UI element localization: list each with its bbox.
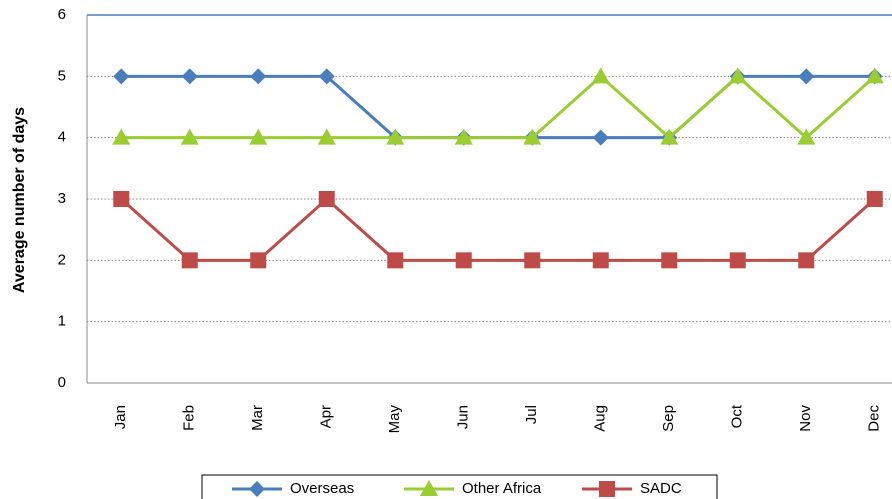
y-tick-label: 4: [58, 129, 66, 146]
marker: [729, 252, 746, 269]
marker: [798, 252, 815, 269]
marker: [524, 252, 541, 269]
x-tick-label: Sep: [660, 405, 677, 432]
marker: [112, 128, 131, 145]
marker: [592, 129, 609, 146]
y-tick-label: 2: [58, 251, 66, 268]
legend-box: [201, 474, 718, 499]
marker: [591, 67, 610, 84]
series-line: [121, 74, 876, 140]
marker: [660, 128, 679, 145]
marker: [317, 128, 336, 145]
marker: [866, 191, 883, 207]
marker: [865, 67, 884, 84]
marker: [249, 128, 268, 145]
marker: [592, 252, 609, 269]
x-tick-label: Jan: [112, 405, 129, 429]
marker: [386, 128, 405, 145]
legend-label: SADC: [640, 480, 682, 497]
marker: [661, 252, 678, 269]
x-tick-label: Jul: [523, 405, 540, 424]
marker: [318, 68, 335, 85]
marker: [181, 68, 198, 85]
marker: [523, 128, 542, 145]
x-tick-label: Mar: [249, 405, 266, 431]
marker: [454, 128, 473, 145]
legend-label: Other Africa: [462, 480, 542, 497]
marker: [728, 67, 747, 84]
y-tick-label: 3: [58, 190, 66, 207]
marker: [318, 191, 335, 207]
series-line: [120, 196, 876, 262]
marker: [387, 252, 404, 269]
marker: [250, 252, 267, 269]
marker: [181, 252, 198, 269]
x-tick-label: Dec: [866, 405, 883, 432]
legend-marker: [249, 481, 265, 497]
marker: [113, 191, 130, 207]
marker: [798, 68, 815, 85]
x-tick-label: Jun: [455, 405, 472, 429]
legend-label: Overseas: [290, 480, 354, 497]
x-tick-label: Nov: [797, 405, 814, 432]
x-tick-label: Oct: [729, 404, 746, 428]
x-tick-label: Apr: [318, 405, 335, 428]
y-tick-label: 6: [58, 6, 66, 23]
x-tick-label: May: [386, 405, 403, 434]
marker: [455, 252, 472, 269]
y-axis-label: Average number of days: [11, 107, 28, 293]
legend-marker: [599, 481, 615, 497]
series-line: [121, 74, 875, 140]
marker: [797, 128, 816, 145]
y-tick-label: 0: [58, 374, 66, 391]
marker: [180, 128, 199, 145]
x-tick-label: Aug: [592, 405, 609, 432]
marker: [113, 68, 130, 85]
marker: [250, 68, 267, 85]
y-tick-label: 5: [58, 67, 66, 84]
y-tick-label: 1: [58, 313, 66, 330]
legend-marker: [420, 480, 438, 496]
x-tick-label: Feb: [181, 405, 198, 431]
